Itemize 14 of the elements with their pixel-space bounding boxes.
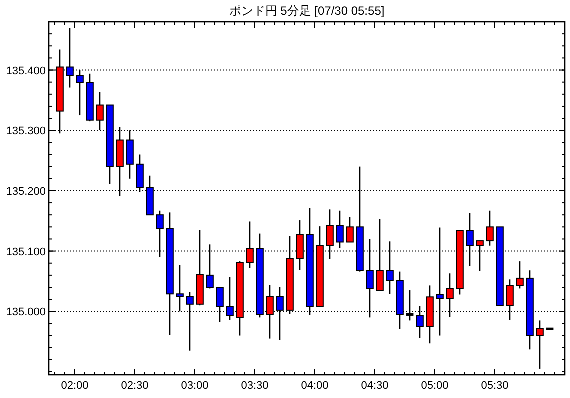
x-tick-label: 02:00 [61,380,89,392]
x-tick-label: 03:30 [241,380,269,392]
x-tick-label: 05:00 [421,380,449,392]
y-tick-label: 135.100 [6,246,46,258]
x-tick-label: 05:30 [481,380,509,392]
y-tick-label: 135.300 [6,126,46,138]
title: ポンド円 5分足 [07/30 05:55] [229,4,385,18]
y-tick-label: 135.400 [6,65,46,78]
x-tick-label: 02:30 [121,380,149,392]
y-tick-label: 135.200 [6,186,46,198]
x-tick-label: 04:30 [361,380,389,392]
y-tick-label: 135.000 [6,306,46,319]
x-tick-label: 03:00 [181,380,209,392]
x-tick-label: 04:00 [301,380,329,392]
